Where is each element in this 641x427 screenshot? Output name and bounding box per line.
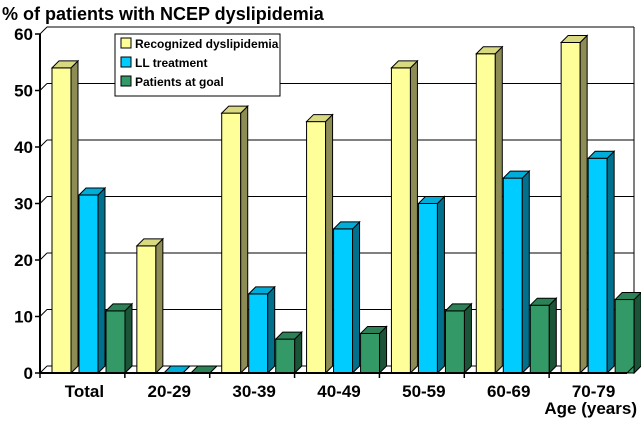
y-tick-label: 20: [14, 251, 33, 270]
chart-title: % of patients with NCEP dyslipidemia: [2, 4, 325, 24]
x-tick-label: Total: [65, 382, 104, 401]
gridline-depth: [39, 196, 48, 204]
bar-top: [586, 150, 616, 159]
bar-side: [155, 237, 164, 375]
legend: Recognized dyslipidemia LL treatment Patie…: [114, 33, 281, 97]
bar-top: [529, 297, 558, 306]
bar: [78, 194, 99, 374]
bar: [417, 203, 438, 374]
bar-side: [579, 34, 588, 375]
x-tick-label: 70-79: [572, 382, 615, 401]
x-tick-label: 60-69: [487, 382, 530, 401]
bar-top: [475, 46, 504, 55]
y-tick-label: 60: [14, 25, 33, 44]
gridline-depth: [39, 26, 48, 35]
bar-top: [502, 170, 531, 179]
bar: [51, 67, 72, 374]
gridline-depth: [39, 365, 48, 374]
bar-side: [409, 59, 418, 375]
bar-side: [633, 291, 641, 375]
bar: [444, 310, 465, 374]
gridline-depth: [39, 252, 48, 261]
bar-top: [162, 365, 192, 374]
bar-top: [332, 221, 361, 230]
bar: [560, 41, 581, 374]
bar-side: [379, 325, 388, 375]
bar: [614, 299, 635, 374]
y-tick-label: 30: [14, 195, 33, 214]
bar-side: [352, 220, 361, 375]
x-tick-label: 20-29: [148, 382, 191, 401]
bar-top: [444, 303, 473, 312]
bar-side: [436, 195, 445, 375]
bar-top: [613, 292, 641, 301]
bar-top: [305, 114, 334, 123]
bar-side: [325, 113, 334, 375]
bar: [529, 304, 550, 374]
bar-top: [220, 105, 249, 114]
bar-top: [135, 238, 165, 247]
bar-top: [559, 34, 589, 43]
legend-swatch: [120, 37, 132, 49]
bar: [587, 157, 608, 374]
bar-top: [390, 60, 419, 69]
gridline-depth: [39, 83, 48, 91]
bar-side: [240, 104, 249, 375]
legend-label: LL treatment: [135, 56, 207, 70]
x-axis-depth: [626, 365, 635, 374]
bar-side: [267, 285, 276, 375]
bar: [306, 121, 327, 374]
bar-side: [494, 45, 503, 375]
bar-side: [463, 302, 472, 375]
legend-box: [114, 33, 281, 97]
bar-side: [548, 296, 557, 375]
bar: [136, 245, 157, 374]
legend-swatch: [120, 75, 132, 87]
legend-label: Patients at goal: [135, 75, 224, 89]
bar: [105, 310, 126, 374]
bar: [360, 332, 381, 374]
bar-top: [77, 187, 107, 196]
x-axis-label: Age (years): [544, 399, 637, 418]
axes: 0 10 20 30 40 50 60 Total 20-29 30-39 40-49 50-59 60…: [14, 25, 635, 401]
gridline-depth: [39, 309, 48, 317]
bar-side: [124, 302, 133, 375]
bar: [390, 67, 411, 374]
legend-label: Recognized dyslipidemia: [135, 37, 279, 51]
y-tick-label: 40: [14, 138, 33, 157]
bar-top: [247, 286, 276, 295]
x-tick-label: 50-59: [402, 382, 445, 401]
bar-side: [521, 169, 530, 375]
y-tick-label: 50: [14, 82, 33, 101]
gridline-depth: [39, 139, 48, 148]
bar: [248, 293, 269, 374]
bar-top: [104, 303, 134, 312]
bar: [221, 112, 242, 374]
y-tick-label: 0: [24, 364, 33, 383]
bar-side: [70, 59, 79, 375]
bar-top: [50, 60, 80, 69]
bar-top: [189, 365, 219, 374]
bar-side: [606, 150, 615, 375]
x-tick-label: 30-39: [232, 382, 275, 401]
bar: [502, 177, 523, 374]
bars: [50, 34, 641, 375]
bar-side: [97, 186, 106, 375]
bar-top: [274, 331, 303, 340]
bar: [333, 228, 354, 374]
y-tick-label: 10: [14, 308, 33, 327]
bar: [475, 53, 496, 374]
bar-top: [359, 325, 388, 334]
bar-top: [417, 196, 446, 204]
legend-swatch: [120, 56, 132, 68]
bar: [275, 338, 296, 374]
x-tick-label: 40-49: [317, 382, 360, 401]
